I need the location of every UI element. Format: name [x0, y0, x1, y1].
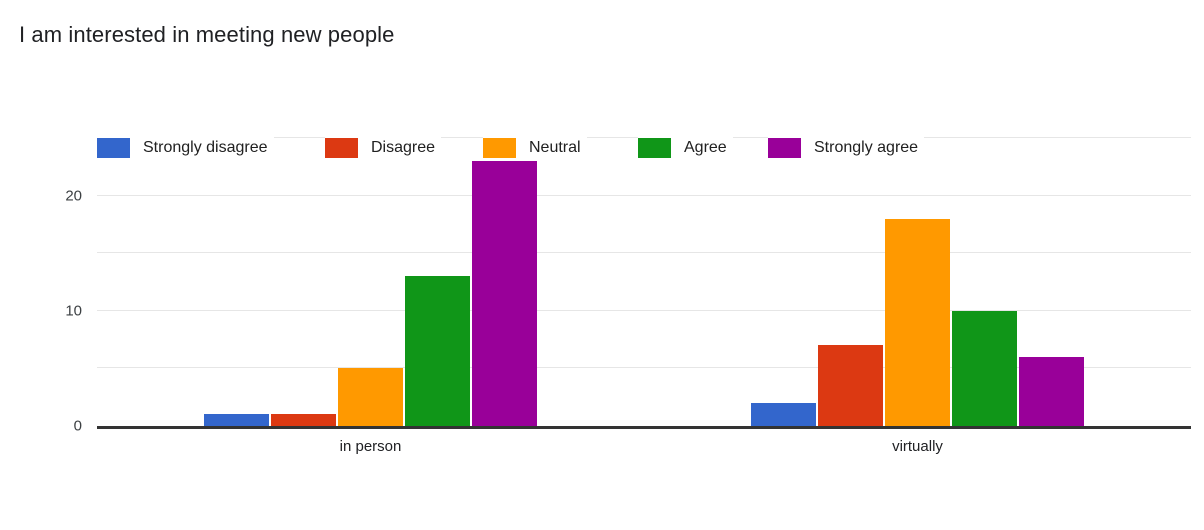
x-category-label: virtually: [892, 438, 943, 455]
legend-item-strongly-disagree: Strongly disagree: [97, 136, 274, 160]
y-axis: 0 10 20: [0, 138, 82, 434]
gridline: [97, 367, 1191, 368]
legend-swatch-icon: [483, 138, 516, 158]
bar-neutral-virtually: [885, 219, 950, 426]
legend-item-disagree: Disagree: [325, 136, 442, 160]
bar-disagree-virtually: [818, 345, 883, 426]
plot-area: [97, 137, 1191, 429]
x-category-label: in person: [339, 438, 402, 455]
bar-group-virtually: [644, 138, 1191, 426]
bar-group-in-person: [97, 138, 644, 426]
bar-strongly-agree-in-person: [472, 161, 537, 426]
legend-item-agree: Agree: [638, 136, 733, 160]
legend-swatch-icon: [325, 138, 358, 158]
x-axis-baseline: [97, 426, 1191, 429]
legend-label: Strongly agree: [814, 139, 919, 156]
legend-label: Agree: [684, 139, 727, 156]
bar-strongly-agree-virtually: [1019, 357, 1084, 426]
legend-swatch-icon: [768, 138, 801, 158]
gridline: [97, 310, 1191, 311]
bar-neutral-in-person: [338, 368, 403, 426]
gridline: [97, 195, 1191, 196]
gridline: [97, 252, 1191, 253]
legend-item-strongly-agree: Strongly agree: [768, 136, 925, 160]
bar-strongly-disagree-virtually: [751, 403, 816, 426]
x-axis-labels: in person virtually: [97, 438, 1191, 455]
y-tick-label: 0: [73, 417, 82, 435]
legend-label: Disagree: [371, 139, 436, 156]
legend-swatch-icon: [97, 138, 130, 158]
bar-agree-virtually: [952, 311, 1017, 426]
legend-swatch-icon: [638, 138, 671, 158]
y-tick-label: 20: [65, 187, 82, 205]
legend-label: Strongly disagree: [143, 139, 268, 156]
chart-title: I am interested in meeting new people: [19, 22, 395, 47]
legend-item-neutral: Neutral: [483, 136, 587, 160]
legend-label: Neutral: [529, 139, 581, 156]
y-tick-label: 10: [65, 302, 82, 320]
bar-strongly-disagree-in-person: [204, 414, 269, 426]
bar-disagree-in-person: [271, 414, 336, 426]
bar-agree-in-person: [405, 276, 470, 426]
